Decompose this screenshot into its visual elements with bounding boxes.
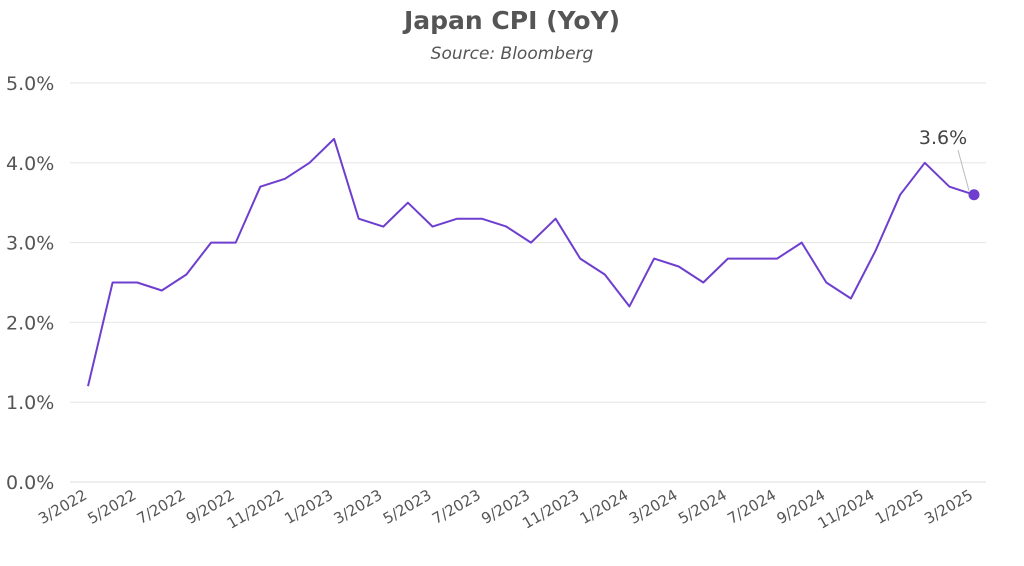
x-tick-label: 1/2024: [577, 486, 632, 528]
x-tick-label: 7/2022: [134, 486, 189, 528]
series-cpi: [87, 137, 975, 387]
x-tick-label: 7/2024: [724, 486, 779, 528]
x-tick-label: 3/2025: [921, 486, 976, 528]
y-tick-label: 3.0%: [6, 233, 54, 255]
y-tick-label: 1.0%: [6, 392, 54, 414]
y-tick-label: 0.0%: [6, 472, 54, 494]
y-tick-label: 2.0%: [6, 312, 54, 334]
x-tick-label: 3/2024: [626, 486, 681, 528]
annotation-leader: [957, 149, 970, 191]
y-tick-label: 5.0%: [6, 73, 54, 95]
annotation-label: 3.6%: [919, 127, 967, 149]
x-tick-label: 5/2023: [380, 486, 435, 528]
x-tick-label: 1/2023: [281, 486, 336, 528]
series-line: [87, 137, 975, 387]
chart-title: Japan CPI (YoY): [403, 6, 621, 35]
y-axis: 0.0% 1.0% 2.0% 3.0% 4.0% 5.0%: [6, 73, 54, 494]
last-point-marker: [968, 189, 980, 201]
x-tick-label: 7/2023: [429, 486, 484, 528]
x-tick-label: 3/2023: [331, 486, 386, 528]
annotation: 3.6%: [919, 127, 980, 201]
x-axis: 3/20225/20227/20229/202211/20221/20233/2…: [35, 486, 976, 533]
x-tick-label: 5/2024: [675, 486, 730, 528]
x-tick-label: 11/2024: [815, 486, 878, 533]
x-tick-label: 11/2023: [519, 486, 582, 533]
x-tick-label: 11/2022: [224, 486, 287, 533]
grid-lines: [70, 82, 986, 483]
y-tick-label: 4.0%: [6, 153, 54, 175]
chart-subtitle: Source: Bloomberg: [430, 44, 594, 64]
x-tick-label: 1/2025: [872, 486, 927, 528]
x-tick-label: 5/2022: [85, 486, 140, 528]
